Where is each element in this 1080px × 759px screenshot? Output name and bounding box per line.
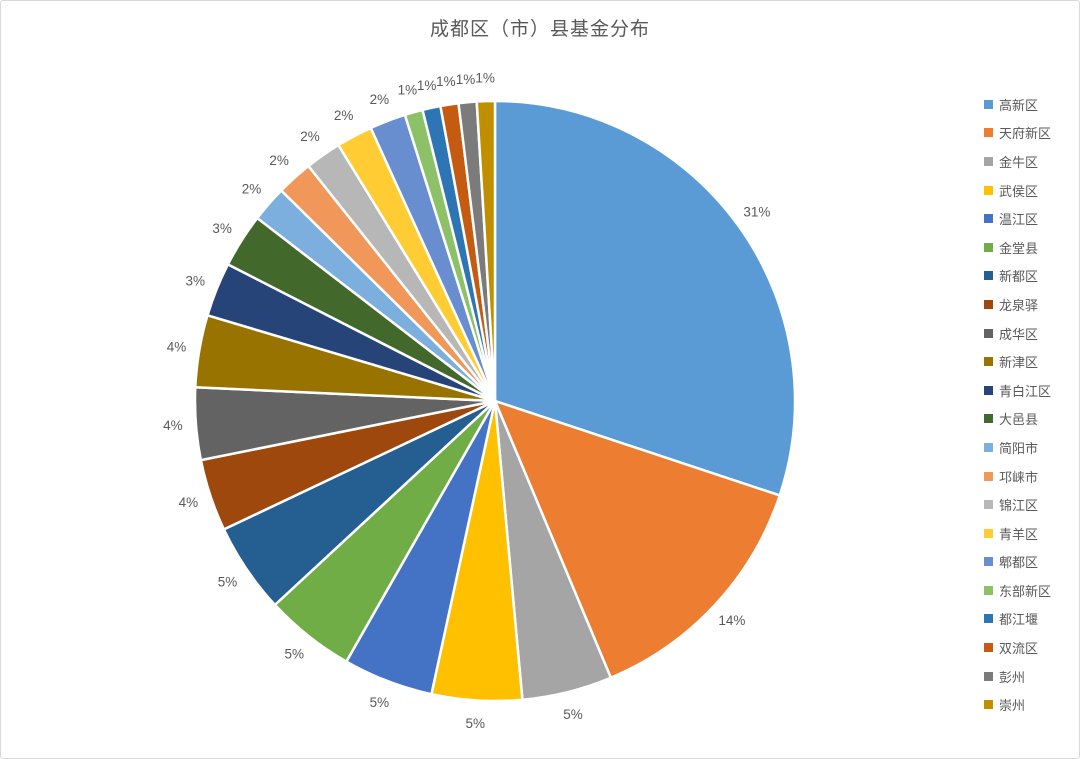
slice-percent-label: 5% [218, 575, 238, 590]
slice-percent-label: 5% [284, 647, 304, 662]
legend-item[interactable]: 郫都区 [984, 548, 1051, 577]
legend-item[interactable]: 都江堰 [984, 605, 1051, 634]
legend-label: 都江堰 [999, 612, 1039, 628]
slice-percent-label: 5% [370, 695, 390, 710]
legend-label: 武侯区 [999, 183, 1039, 199]
legend-swatch-icon [984, 671, 993, 681]
legend-label: 新津区 [999, 355, 1039, 371]
legend-item[interactable]: 武侯区 [984, 176, 1051, 205]
legend-item[interactable]: 双流区 [984, 633, 1051, 662]
legend-item[interactable]: 金牛区 [984, 147, 1051, 176]
legend-item[interactable]: 简阳市 [984, 433, 1051, 462]
legend-swatch-icon [984, 156, 993, 166]
legend-swatch-icon [984, 442, 993, 452]
slice-percent-label: 4% [179, 495, 199, 510]
legend-label: 青羊区 [999, 526, 1039, 542]
legend-label: 成华区 [999, 326, 1039, 342]
legend-label: 邛崃市 [999, 469, 1039, 485]
legend-label: 简阳市 [999, 440, 1039, 456]
chart-legend: 高新区天府新区金牛区武侯区温江区金堂县新都区龙泉驿成华区新津区青白江区大邑县简阳… [984, 90, 1051, 719]
slice-percent-label: 2% [242, 181, 262, 196]
slice-percent-label: 4% [167, 340, 187, 355]
legend-item[interactable]: 彭州 [984, 662, 1051, 691]
legend-label: 温江区 [999, 212, 1039, 228]
legend-label: 金堂县 [999, 240, 1039, 256]
legend-label: 青白江区 [999, 383, 1052, 399]
legend-swatch-icon [984, 271, 993, 281]
legend-item[interactable]: 青白江区 [984, 376, 1051, 405]
legend-item[interactable]: 邛崃市 [984, 462, 1051, 491]
slice-percent-label: 1% [417, 78, 437, 93]
legend-swatch-icon [984, 528, 993, 538]
pie-slice[interactable] [493, 399, 781, 679]
legend-item[interactable]: 东部新区 [984, 576, 1051, 605]
legend-item[interactable]: 高新区 [984, 90, 1051, 119]
legend-swatch-icon [984, 99, 993, 109]
legend-swatch-icon [984, 414, 993, 424]
slice-percent-label: 1% [398, 83, 418, 98]
legend-swatch-icon [984, 128, 993, 138]
legend-item[interactable]: 青羊区 [984, 519, 1051, 548]
legend-item[interactable]: 锦江区 [984, 490, 1051, 519]
legend-swatch-icon [984, 185, 993, 195]
legend-swatch-icon [984, 585, 993, 595]
legend-label: 龙泉驿 [999, 297, 1039, 313]
legend-swatch-icon [984, 385, 993, 395]
legend-item[interactable]: 温江区 [984, 204, 1051, 233]
legend-swatch-icon [984, 614, 993, 624]
pie-slice[interactable] [493, 99, 797, 497]
legend-label: 高新区 [999, 97, 1039, 113]
legend-item[interactable]: 龙泉驿 [984, 290, 1051, 319]
slice-percent-label: 3% [185, 273, 205, 288]
legend-swatch-icon [984, 700, 993, 710]
legend-swatch-icon [984, 643, 993, 653]
slice-percent-label: 3% [212, 221, 232, 236]
legend-label: 金牛区 [999, 154, 1039, 170]
legend-item[interactable]: 新都区 [984, 262, 1051, 291]
legend-swatch-icon [984, 471, 993, 481]
slice-percent-label: 31% [743, 204, 770, 219]
legend-swatch-icon [984, 500, 993, 510]
legend-swatch-icon [984, 328, 993, 338]
legend-label: 双流区 [999, 641, 1039, 657]
legend-item[interactable]: 新津区 [984, 347, 1051, 376]
pie-slice[interactable] [475, 99, 497, 403]
legend-label: 天府新区 [999, 126, 1052, 142]
legend-label: 锦江区 [999, 498, 1039, 514]
legend-label: 崇州 [999, 698, 1026, 714]
chart-title: 成都区（市）县基金分布 [429, 19, 650, 40]
legend-item[interactable]: 崇州 [984, 690, 1051, 719]
slice-percent-label: 1% [436, 74, 456, 89]
legend-swatch-icon [984, 299, 993, 309]
slice-percent-label: 2% [269, 153, 289, 168]
legend-item[interactable]: 金堂县 [984, 233, 1051, 262]
slice-percent-label: 2% [334, 108, 354, 123]
legend-item[interactable]: 成华区 [984, 319, 1051, 348]
slice-percent-label: 5% [563, 707, 583, 722]
legend-item[interactable]: 大邑县 [984, 405, 1051, 434]
legend-label: 彭州 [999, 669, 1026, 685]
slice-percent-label: 1% [475, 71, 495, 86]
legend-label: 郫都区 [999, 555, 1039, 571]
legend-label: 新都区 [999, 269, 1039, 285]
legend-item[interactable]: 天府新区 [984, 119, 1051, 148]
legend-swatch-icon [984, 214, 993, 224]
legend-label: 东部新区 [999, 583, 1052, 599]
slice-percent-label: 2% [370, 92, 390, 107]
slice-percent-label: 4% [163, 418, 183, 433]
slice-percent-label: 2% [300, 129, 320, 144]
slice-percent-label: 5% [466, 716, 486, 731]
legend-label: 大邑县 [999, 412, 1039, 428]
legend-swatch-icon [984, 357, 993, 367]
slice-percent-label: 14% [718, 613, 745, 628]
legend-swatch-icon [984, 557, 993, 567]
legend-swatch-icon [984, 242, 993, 252]
slice-percent-label: 1% [456, 72, 476, 87]
